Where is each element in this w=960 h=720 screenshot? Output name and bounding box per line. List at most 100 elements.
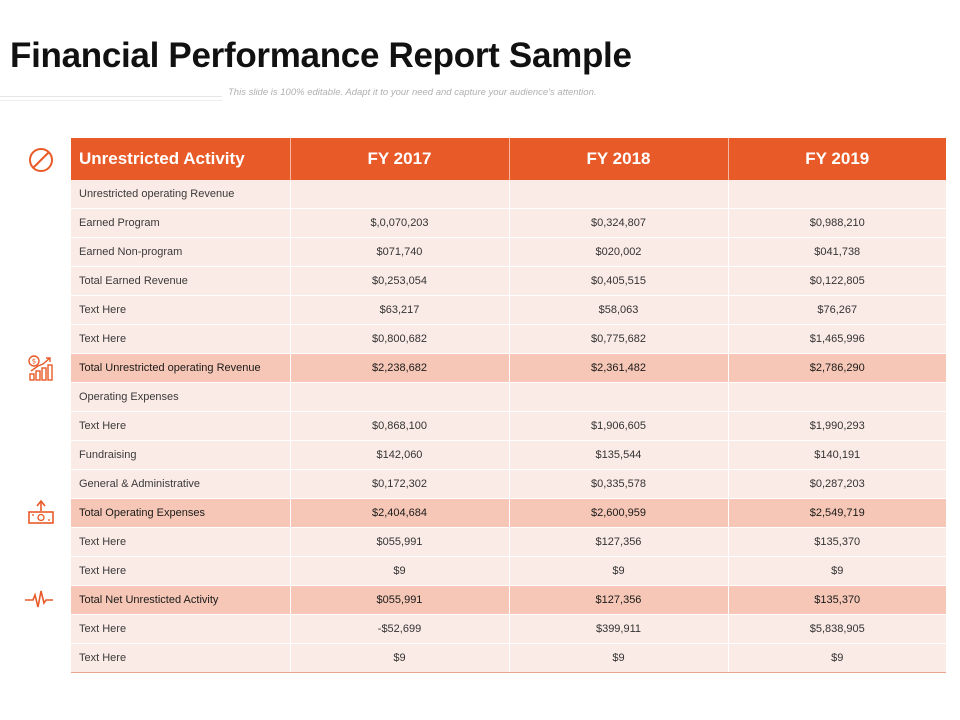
row-label: Text Here: [71, 324, 291, 354]
subtitle-divider: [0, 96, 222, 97]
financial-table: Unrestricted Activity FY 2017 FY 2018 FY…: [71, 138, 946, 673]
row-label: Text Here: [71, 556, 291, 586]
no-entry-icon: [26, 145, 56, 175]
cell-fy2017: [290, 382, 510, 412]
table-row: Earned Program $,0,070,203 $0,324,807 $0…: [71, 208, 946, 238]
cell-fy2018: $2,361,482: [509, 353, 729, 383]
row-label: Earned Non-program: [71, 237, 291, 267]
cell-fy2017: -$52,699: [290, 614, 510, 644]
cell-fy2019: $0,122,805: [728, 266, 946, 296]
table-row: Text Here $055,991 $127,356 $135,370: [71, 527, 946, 557]
table-row: Text Here $63,217 $58,063 $76,267: [71, 295, 946, 325]
table-row: Total Earned Revenue $0,253,054 $0,405,5…: [71, 266, 946, 296]
cell-fy2019: $135,370: [728, 585, 946, 615]
cell-fy2018: [509, 382, 729, 412]
row-label: Total Unrestricted operating Revenue: [71, 353, 291, 383]
table-row: Text Here $9 $9 $9: [71, 556, 946, 586]
cell-fy2019: $0,988,210: [728, 208, 946, 238]
total-row: Total Net Unresticted Activity $055,991 …: [71, 585, 946, 615]
table-row: General & Administrative $0,172,302 $0,3…: [71, 469, 946, 499]
row-label: Text Here: [71, 295, 291, 325]
cell-fy2019: $2,786,290: [728, 353, 946, 383]
cell-fy2019: [728, 180, 946, 209]
table-row: Text Here $9 $9 $9: [71, 643, 946, 673]
row-label: Text Here: [71, 527, 291, 557]
subtitle-divider-2: [0, 100, 222, 101]
cell-fy2017: $9: [290, 643, 510, 673]
total-row: Total Unrestricted operating Revenue $2,…: [71, 353, 946, 383]
row-label: Fundraising: [71, 440, 291, 470]
heartbeat-icon: [24, 585, 54, 615]
table-row: Text Here -$52,699 $399,911 $5,838,905: [71, 614, 946, 644]
row-label: Text Here: [71, 643, 291, 673]
cell-fy2017: $0,800,682: [290, 324, 510, 354]
cell-fy2017: [290, 180, 510, 209]
header-fy2019: FY 2019: [728, 138, 946, 180]
cell-fy2018: $58,063: [509, 295, 729, 325]
cell-fy2019: $2,549,719: [728, 498, 946, 528]
cell-fy2018: $127,356: [509, 527, 729, 557]
table-row: Earned Non-program $071,740 $020,002 $04…: [71, 237, 946, 267]
cell-fy2017: $0,172,302: [290, 469, 510, 499]
table-row: Operating Expenses: [71, 382, 946, 412]
cell-fy2019: $5,838,905: [728, 614, 946, 644]
row-label: Text Here: [71, 614, 291, 644]
table-row: Unrestricted operating Revenue: [71, 180, 946, 209]
table-header-row: Unrestricted Activity FY 2017 FY 2018 FY…: [71, 138, 946, 180]
row-label: Total Operating Expenses: [71, 498, 291, 528]
header-activity: Unrestricted Activity: [71, 138, 291, 180]
cell-fy2019: $9: [728, 643, 946, 673]
total-row: Total Operating Expenses $2,404,684 $2,6…: [71, 498, 946, 528]
cell-fy2017: $055,991: [290, 585, 510, 615]
cell-fy2019: $041,738: [728, 237, 946, 267]
header-fy2017: FY 2017: [290, 138, 510, 180]
cell-fy2018: $127,356: [509, 585, 729, 615]
cell-fy2017: $071,740: [290, 237, 510, 267]
cell-fy2019: $9: [728, 556, 946, 586]
cell-fy2017: $2,404,684: [290, 498, 510, 528]
money-upload-icon: [26, 497, 56, 527]
cell-fy2017: $0,868,100: [290, 411, 510, 441]
table-row: Text Here $0,800,682 $0,775,682 $1,465,9…: [71, 324, 946, 354]
cell-fy2019: $0,287,203: [728, 469, 946, 499]
cell-fy2018: $2,600,959: [509, 498, 729, 528]
cell-fy2018: $0,324,807: [509, 208, 729, 238]
cell-fy2018: $0,405,515: [509, 266, 729, 296]
cell-fy2018: $020,002: [509, 237, 729, 267]
table-row: Fundraising $142,060 $135,544 $140,191: [71, 440, 946, 470]
row-label: Text Here: [71, 411, 291, 441]
cell-fy2018: $9: [509, 643, 729, 673]
cell-fy2018: $135,544: [509, 440, 729, 470]
cell-fy2018: $399,911: [509, 614, 729, 644]
row-label: Total Net Unresticted Activity: [71, 585, 291, 615]
row-label: Earned Program: [71, 208, 291, 238]
revenue-growth-icon: $: [26, 353, 56, 383]
cell-fy2017: $,0,070,203: [290, 208, 510, 238]
header-fy2018: FY 2018: [509, 138, 729, 180]
row-label: Operating Expenses: [71, 382, 291, 412]
cell-fy2019: [728, 382, 946, 412]
row-label: Unrestricted operating Revenue: [71, 180, 291, 209]
cell-fy2017: $142,060: [290, 440, 510, 470]
cell-fy2019: $76,267: [728, 295, 946, 325]
cell-fy2017: $9: [290, 556, 510, 586]
row-label: Total Earned Revenue: [71, 266, 291, 296]
page-subtitle: This slide is 100% editable. Adapt it to…: [228, 87, 597, 98]
cell-fy2017: $055,991: [290, 527, 510, 557]
cell-fy2019: $135,370: [728, 527, 946, 557]
cell-fy2019: $1,465,996: [728, 324, 946, 354]
cell-fy2017: $0,253,054: [290, 266, 510, 296]
table-row: Text Here $0,868,100 $1,906,605 $1,990,2…: [71, 411, 946, 441]
svg-text:$: $: [32, 358, 36, 366]
cell-fy2018: $9: [509, 556, 729, 586]
cell-fy2019: $1,990,293: [728, 411, 946, 441]
page-title: Financial Performance Report Sample: [10, 36, 632, 75]
cell-fy2017: $63,217: [290, 295, 510, 325]
cell-fy2018: [509, 180, 729, 209]
cell-fy2018: $0,335,578: [509, 469, 729, 499]
cell-fy2018: $1,906,605: [509, 411, 729, 441]
cell-fy2019: $140,191: [728, 440, 946, 470]
cell-fy2018: $0,775,682: [509, 324, 729, 354]
row-label: General & Administrative: [71, 469, 291, 499]
cell-fy2017: $2,238,682: [290, 353, 510, 383]
